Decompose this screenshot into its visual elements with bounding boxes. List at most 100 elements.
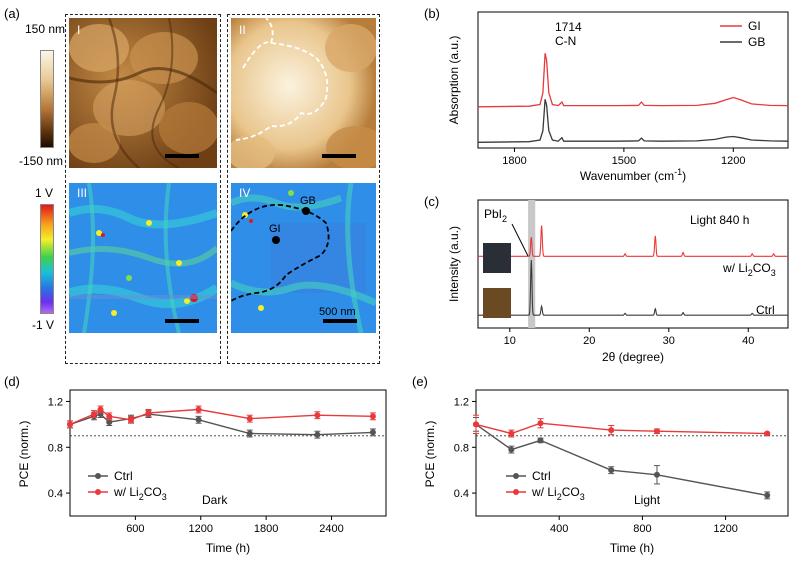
xrd-xlabel: 2θ (degree) <box>602 350 664 364</box>
panel-label-b: (b) <box>424 6 440 21</box>
dark-point-li2co3 <box>314 412 321 419</box>
scale-bar-label: 500 nm <box>319 306 356 318</box>
light-point-li2co3 <box>764 430 771 437</box>
pbi2-arrow <box>511 223 529 257</box>
light-xtick-label: 800 <box>633 523 651 535</box>
light-xtick-label: 400 <box>550 523 568 535</box>
ftir-annotation-bond: C-N <box>555 34 576 48</box>
dark-ytick-label: 0.4 <box>48 488 63 500</box>
dark-xlabel: Time (h) <box>206 541 250 555</box>
ftir-xtick-label: 1200 <box>721 155 745 167</box>
light-ylabel: PCE (norm.) <box>423 421 437 488</box>
light-point-li2co3 <box>537 420 544 427</box>
ftir-plot-frame <box>477 11 789 149</box>
light-legend-ctrl: Ctrl <box>532 469 551 483</box>
light-plot-frame <box>475 389 789 517</box>
xrd-xtick-label: 30 <box>663 335 675 347</box>
dark-point-ctrl <box>106 419 113 426</box>
ftir-xlabel: Wavenumber (cm-1) <box>580 167 686 183</box>
dark-point-ctrl <box>246 430 253 437</box>
height-colorbar <box>40 50 54 148</box>
light-point-ctrl <box>653 471 660 478</box>
dark-point-li2co3 <box>195 406 202 413</box>
dark-point-li2co3 <box>106 413 113 420</box>
light-ytick-label: 1.2 <box>454 396 469 408</box>
dark-point-li2co3 <box>145 409 152 416</box>
dark-stability-chart: PCE (norm.) Time (h) Dark Ctrl w/ Li2CO3… <box>17 389 387 555</box>
dark-point-li2co3 <box>67 421 73 428</box>
height-map-gb: I <box>69 18 217 168</box>
xrd-xtick-label: 20 <box>583 335 595 347</box>
ftir-series-gi <box>477 53 789 108</box>
ftir-annotation-wavenumber: 1714 <box>555 20 582 34</box>
dark-legend-li: w/ Li2CO3 <box>113 485 167 502</box>
light-ytick-label: 0.8 <box>454 442 469 454</box>
dark-ytick-label: 0.8 <box>48 442 63 454</box>
light-point-li2co3 <box>508 430 515 437</box>
gb-marker-label: GB <box>300 195 316 207</box>
dark-point-ctrl <box>369 429 376 436</box>
xrd-series-ctrl <box>478 260 788 316</box>
potential-colorbar-min: -1 V <box>32 318 55 332</box>
light-condition: Light <box>634 493 661 507</box>
xrd-series-li2co3 <box>478 225 788 257</box>
dark-xtick-label: 2400 <box>319 523 343 535</box>
potential-colorbar <box>40 204 54 314</box>
light-point-ctrl <box>608 467 615 474</box>
dark-condition: Dark <box>202 493 228 507</box>
dark-point-ctrl <box>195 416 202 423</box>
dark-xtick-label: 600 <box>126 523 144 535</box>
light-point-li2co3 <box>608 427 615 434</box>
panel-label-d: (d) <box>4 374 20 389</box>
height-colorbar-min: -150 nm <box>19 154 64 168</box>
light-point-ctrl <box>764 492 771 499</box>
dark-legend-marker-ctrl <box>95 473 101 479</box>
dark-point-li2co3 <box>90 411 97 418</box>
dark-xtick-label: 1800 <box>254 523 278 535</box>
dark-point-li2co3 <box>128 416 135 423</box>
potential-colorbar-max: 1 V <box>35 186 54 200</box>
dark-point-li2co3 <box>97 406 104 413</box>
light-series-li2co3 <box>475 422 768 435</box>
ftir-ylabel: Absorption (a.u.) <box>447 36 461 125</box>
dark-series-li2co3 <box>69 408 373 426</box>
light-point-li2co3 <box>473 421 479 428</box>
panel-label-c: (c) <box>424 194 440 209</box>
light-xtick-label: 1200 <box>713 523 737 535</box>
light-legend-marker-li <box>513 489 519 495</box>
film-photo-li2co3 <box>483 243 511 273</box>
light-point-ctrl <box>508 446 515 453</box>
tile-label-i: I <box>77 23 80 37</box>
xrd-plot-frame <box>477 199 789 329</box>
dark-legend-marker-li <box>95 489 101 495</box>
dark-xtick-label: 1200 <box>189 523 213 535</box>
dark-point-ctrl <box>314 431 321 438</box>
dark-ytick-label: 1.2 <box>48 396 63 408</box>
afm-panel: 150 nm -150 nm 1 V -1 V I <box>0 0 420 370</box>
height-colorbar-max: 150 nm <box>25 22 66 36</box>
legend-label-gb: GB <box>748 35 765 49</box>
tile-label-iv: IV <box>239 186 250 200</box>
xrd-label-ctrl: Ctrl <box>756 303 775 317</box>
xrd-ylabel: Intensity (a.u.) <box>447 226 461 302</box>
light-xlabel: Time (h) <box>610 541 654 555</box>
xrd-xtick-label: 40 <box>742 335 754 347</box>
light-point-ctrl <box>537 437 544 444</box>
dark-legend-ctrl: Ctrl <box>114 469 133 483</box>
light-point-li2co3 <box>653 428 660 435</box>
gi-marker-label: GI <box>269 223 281 235</box>
ftir-series-gb <box>477 99 789 143</box>
xrd-xtick-label: 10 <box>504 335 516 347</box>
height-map-gi: II <box>231 18 376 168</box>
ftir-xtick-label: 1500 <box>612 155 636 167</box>
light-series-ctrl <box>475 423 768 497</box>
kpfm-map-gi: GB GI IV 500 nm <box>231 183 376 333</box>
ftir-xtick-label: 1800 <box>502 155 526 167</box>
xrd-label-li2co3: w/ Li2CO3 <box>722 261 776 278</box>
dark-ylabel: PCE (norm.) <box>17 421 31 488</box>
panel-label-a: (a) <box>4 6 20 21</box>
kpfm-map-gb: III <box>69 183 217 333</box>
dark-plot-frame <box>69 389 387 517</box>
tile-label-iii: III <box>77 186 87 200</box>
afm-box-left <box>65 14 221 364</box>
